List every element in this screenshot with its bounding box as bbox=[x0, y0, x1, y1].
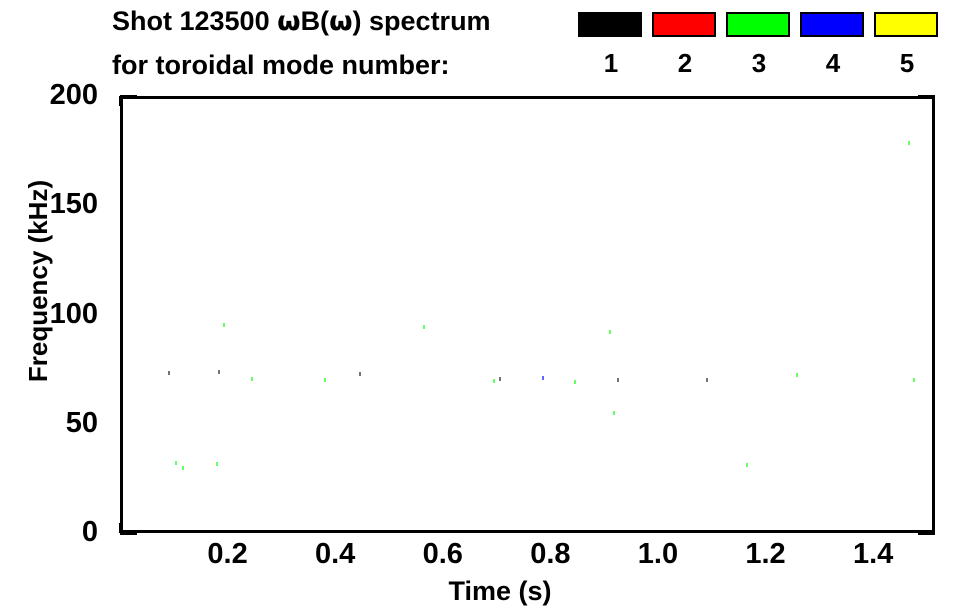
data-point-n1-0 bbox=[167, 371, 170, 376]
legend: 1 2 3 4 5 bbox=[578, 12, 948, 90]
data-point-n3-2 bbox=[216, 461, 219, 466]
legend-item-4[interactable]: 4 bbox=[800, 12, 866, 76]
legend-swatch-4 bbox=[800, 12, 864, 37]
figure-title-line-1: Shot 123500 ωB(ω) spectrum bbox=[112, 6, 491, 37]
plot-data-area bbox=[123, 99, 932, 530]
y-axis-title: Frequency (kHz) bbox=[23, 179, 53, 383]
legend-item-5[interactable]: 5 bbox=[874, 12, 940, 76]
data-point-n3-1 bbox=[182, 466, 185, 471]
legend-item-1[interactable]: 1 bbox=[578, 12, 644, 76]
data-point-n3-13 bbox=[912, 377, 915, 382]
data-point-n3-14 bbox=[251, 376, 254, 381]
legend-label-5: 5 bbox=[899, 48, 915, 78]
legend-item-2[interactable]: 2 bbox=[652, 12, 718, 76]
y-tick-label-50: 50 bbox=[65, 406, 98, 439]
data-point-n1-4 bbox=[616, 377, 619, 382]
legend-label-4: 4 bbox=[825, 48, 841, 78]
x-tick-label-0.8: 0.8 bbox=[530, 538, 571, 570]
data-point-n3-0 bbox=[174, 460, 177, 465]
data-point-n3-3 bbox=[223, 323, 226, 328]
figure-title-line-2: for toroidal mode number: bbox=[112, 50, 450, 80]
plot-frame bbox=[120, 96, 935, 533]
title-mid: B( bbox=[300, 6, 330, 36]
omega-symbol-1: ω bbox=[277, 6, 301, 37]
x-tick-label-0.6: 0.6 bbox=[422, 538, 463, 570]
legend-swatch-3 bbox=[726, 12, 790, 37]
y-tick-label-0: 0 bbox=[81, 516, 98, 548]
data-point-n3-7 bbox=[746, 462, 749, 467]
data-point-n3-6 bbox=[612, 410, 615, 415]
data-point-n3-11 bbox=[493, 378, 496, 383]
data-point-n1-5 bbox=[705, 377, 708, 382]
data-point-n1-3 bbox=[498, 376, 501, 381]
y-tick-label-200: 200 bbox=[49, 79, 98, 111]
omega-symbol-2: ω bbox=[329, 6, 353, 37]
y-tick-right-major-0 bbox=[918, 531, 935, 535]
data-point-n1-1 bbox=[217, 370, 220, 375]
legend-label-1: 1 bbox=[603, 48, 619, 78]
x-tick-label-1.0: 1.0 bbox=[637, 538, 679, 570]
data-point-n3-4 bbox=[423, 325, 426, 330]
legend-item-3[interactable]: 3 bbox=[726, 12, 792, 76]
data-point-n3-9 bbox=[908, 140, 911, 145]
y-tick-major-0 bbox=[120, 531, 137, 535]
y-tick-label-100: 100 bbox=[49, 297, 98, 330]
data-point-n4-0 bbox=[541, 375, 544, 380]
x-axis-title: Time (s) bbox=[448, 576, 552, 606]
legend-label-3: 3 bbox=[751, 48, 767, 78]
x-tick-label-1.4: 1.4 bbox=[852, 538, 894, 570]
title-suffix: ) spectrum bbox=[352, 6, 491, 36]
data-point-n3-5 bbox=[608, 329, 611, 334]
legend-swatch-1 bbox=[578, 12, 642, 37]
y-tick-label-150: 150 bbox=[49, 188, 98, 221]
x-tick-label-1.2: 1.2 bbox=[745, 538, 786, 570]
x-tick-label-0.4: 0.4 bbox=[315, 538, 356, 570]
legend-swatch-2 bbox=[652, 12, 716, 37]
legend-swatch-5 bbox=[874, 12, 938, 37]
data-point-n1-2 bbox=[358, 372, 361, 377]
data-point-n3-12 bbox=[573, 379, 576, 384]
data-point-n3-8 bbox=[795, 373, 798, 378]
x-tick-label-0.2: 0.2 bbox=[207, 538, 248, 570]
legend-label-2: 2 bbox=[677, 48, 693, 78]
title-prefix: Shot 123500 bbox=[112, 6, 278, 36]
data-point-n3-10 bbox=[323, 377, 326, 382]
